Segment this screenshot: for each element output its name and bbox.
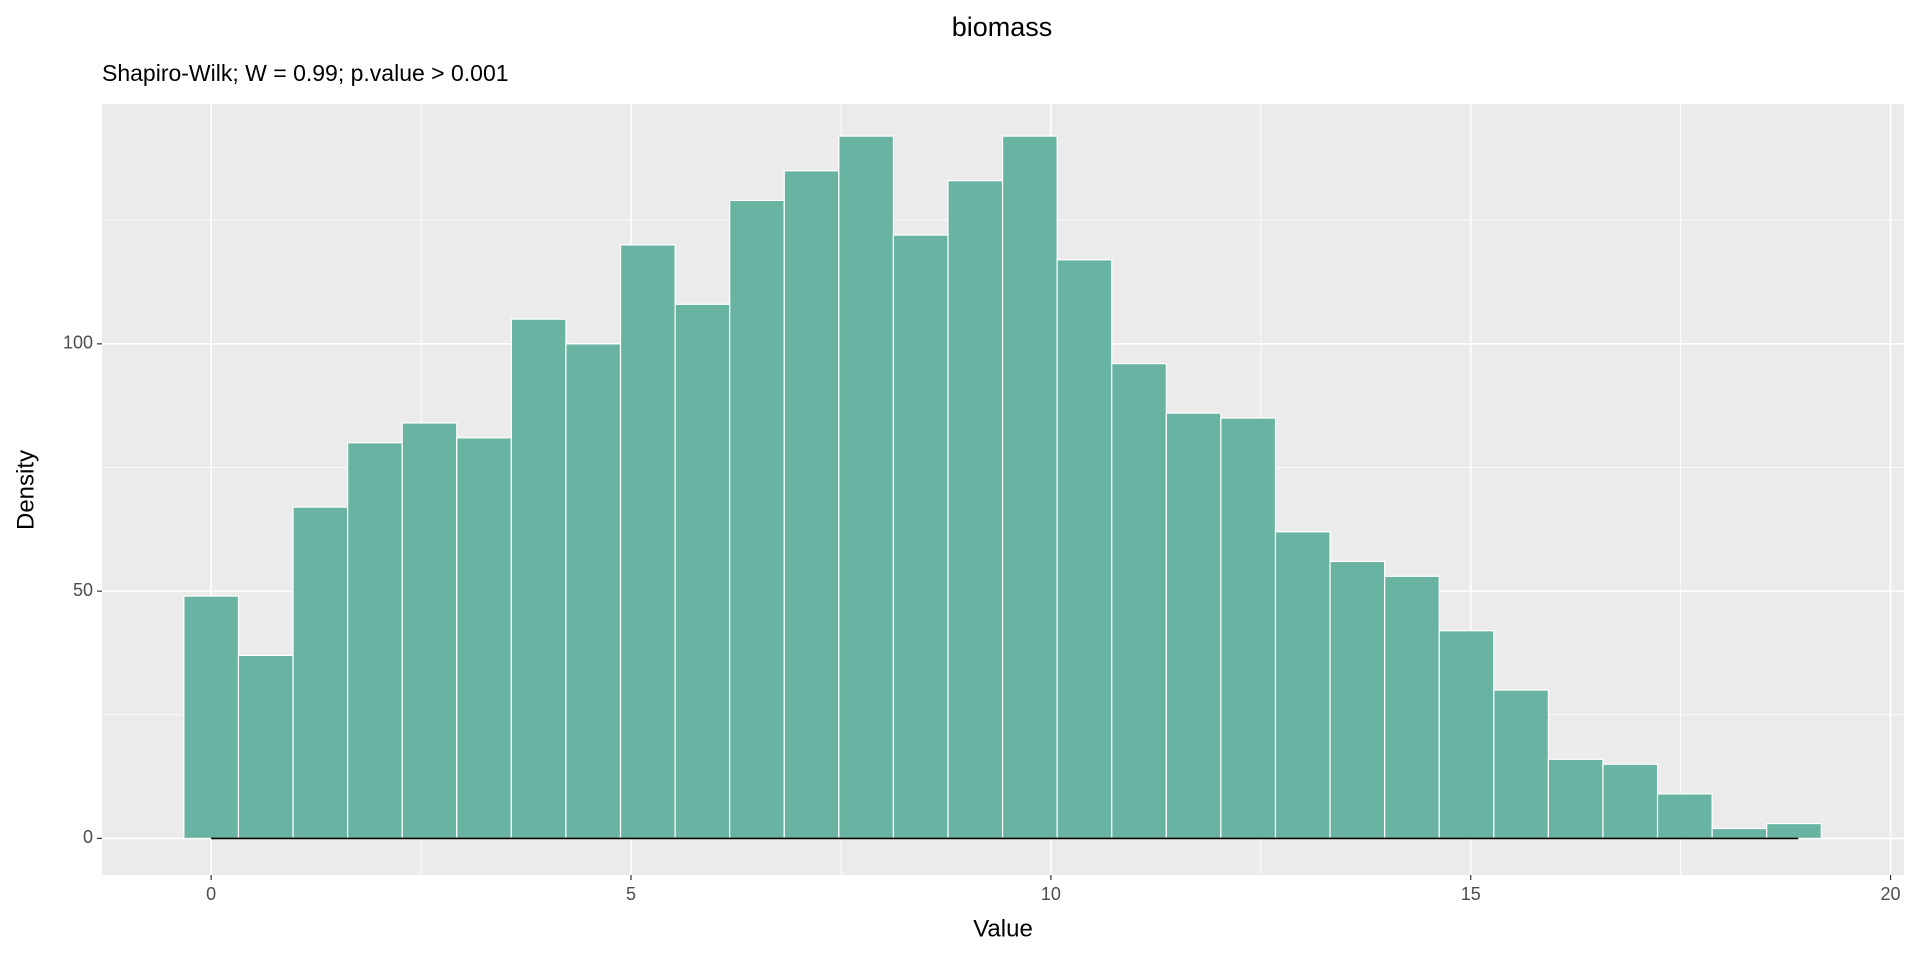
bar [1329, 560, 1386, 840]
x-tick-label: 5 [626, 884, 636, 904]
bar [947, 180, 1004, 840]
bar [1220, 417, 1277, 840]
bar [674, 303, 731, 840]
bar [729, 199, 785, 840]
bar [1711, 827, 1768, 840]
bar [1656, 793, 1713, 840]
bar [892, 234, 949, 840]
x-tick-label: 15 [1461, 884, 1481, 904]
bar [510, 318, 567, 840]
bar [183, 595, 240, 840]
bar [1384, 575, 1440, 840]
bar [1766, 822, 1822, 840]
bar [1547, 758, 1604, 840]
x-tick-label: 10 [1041, 884, 1061, 904]
bar [1602, 763, 1659, 840]
bar [1111, 363, 1167, 840]
bar [1056, 259, 1113, 840]
bar [1001, 135, 1058, 840]
y-tick-label: 100 [63, 333, 93, 353]
bar [401, 422, 458, 840]
bar [1165, 412, 1222, 840]
bar [347, 442, 403, 840]
bar [237, 654, 294, 840]
bar [1438, 630, 1495, 840]
bar [783, 170, 840, 840]
x-axis-title: Value [973, 915, 1033, 942]
bar [1274, 531, 1331, 840]
bar [619, 244, 676, 840]
x-tick-label: 0 [206, 884, 216, 904]
chart-subtitle: Shapiro-Wilk; W = 0.99; p.value > 0.001 [102, 60, 509, 86]
x-tick-label: 20 [1881, 884, 1901, 904]
bar [1493, 689, 1549, 840]
y-axis-title: Density [12, 450, 39, 530]
bar [292, 506, 349, 840]
chart-title: biomass [952, 12, 1053, 42]
bar [456, 437, 512, 840]
y-tick-label: 0 [83, 827, 93, 847]
bar [565, 343, 622, 840]
bar [838, 135, 895, 840]
y-tick-label: 50 [73, 580, 93, 600]
